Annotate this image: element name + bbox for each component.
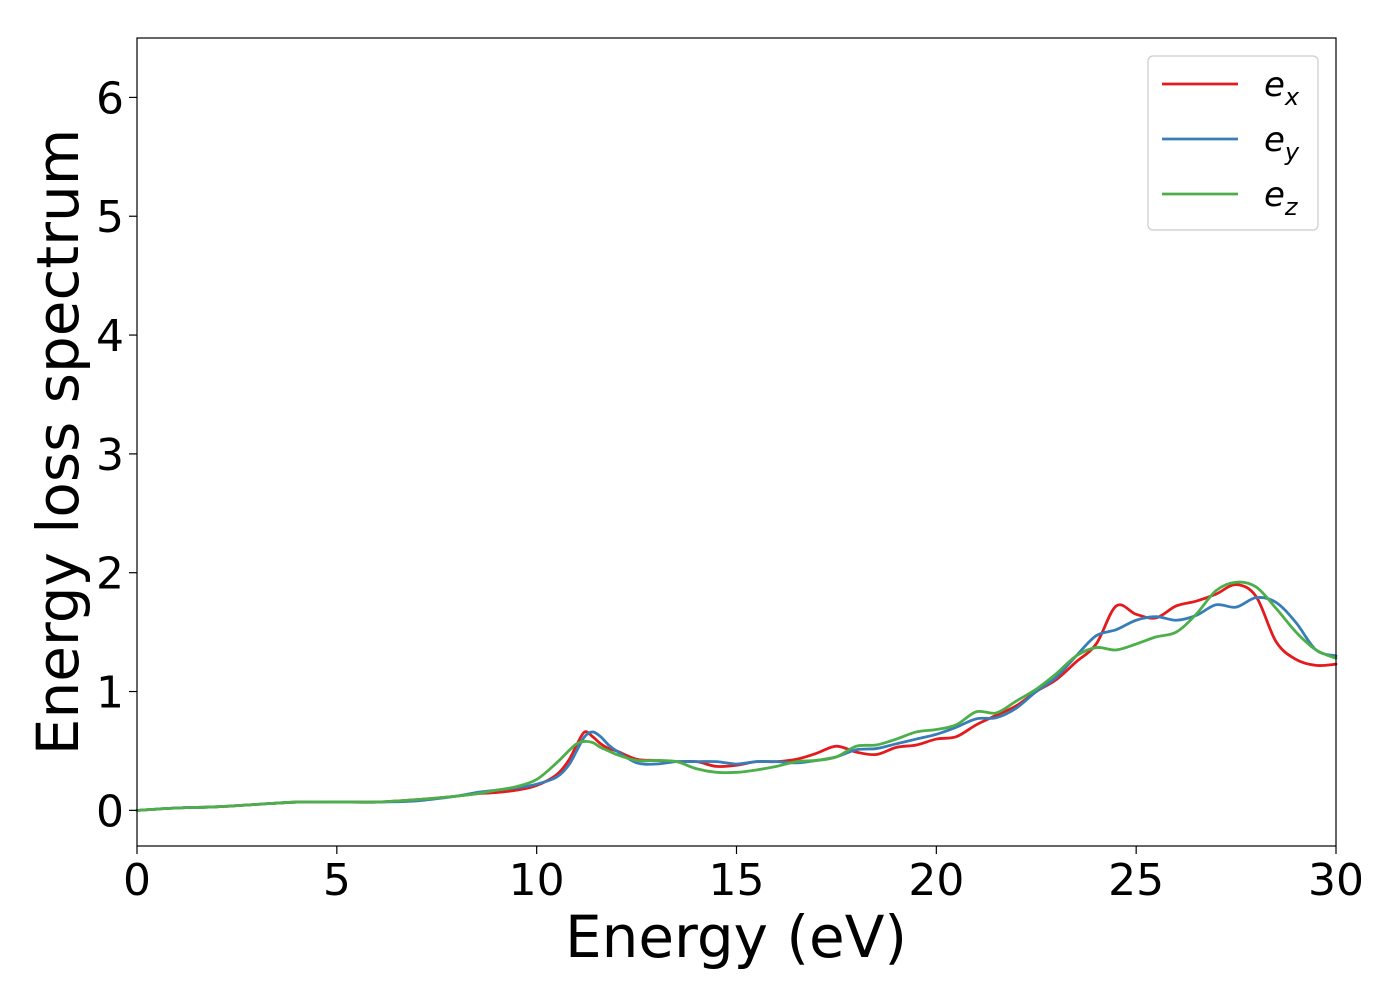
- x-tick-label: 15: [709, 855, 765, 906]
- series-layer: [135, 580, 1338, 812]
- y-axis-ticks: 0 1 2 3 4 5 6: [96, 73, 137, 837]
- x-tick-label: 0: [123, 855, 151, 906]
- y-tick-label: 0: [96, 786, 124, 837]
- legend: ex ey ez: [1147, 55, 1319, 231]
- x-axis-label: Energy (eV): [565, 903, 907, 971]
- legend-box: [1147, 55, 1319, 231]
- x-tick-label: 25: [1108, 855, 1164, 906]
- y-tick-label: 6: [96, 73, 124, 124]
- x-axis-ticks: 0 5 10 15 20 25 30: [123, 846, 1364, 906]
- y-tick-label: 2: [96, 549, 124, 600]
- x-tick-label: 20: [908, 855, 964, 906]
- legend-label-ez: ez: [1264, 175, 1299, 221]
- y-tick-label: 4: [96, 311, 124, 362]
- y-tick-label: 5: [96, 192, 124, 243]
- x-tick-label: 30: [1308, 855, 1364, 906]
- series-line-ez: [135, 580, 1338, 812]
- y-axis-label: Energy loss spectrum: [24, 129, 92, 755]
- legend-label-ey: ey: [1264, 120, 1300, 166]
- legend-label-ex: ex: [1264, 65, 1300, 111]
- x-tick-label: 5: [323, 855, 351, 906]
- y-tick-label: 1: [96, 668, 124, 719]
- x-tick-label: 10: [509, 855, 565, 906]
- y-tick-label: 3: [96, 430, 124, 481]
